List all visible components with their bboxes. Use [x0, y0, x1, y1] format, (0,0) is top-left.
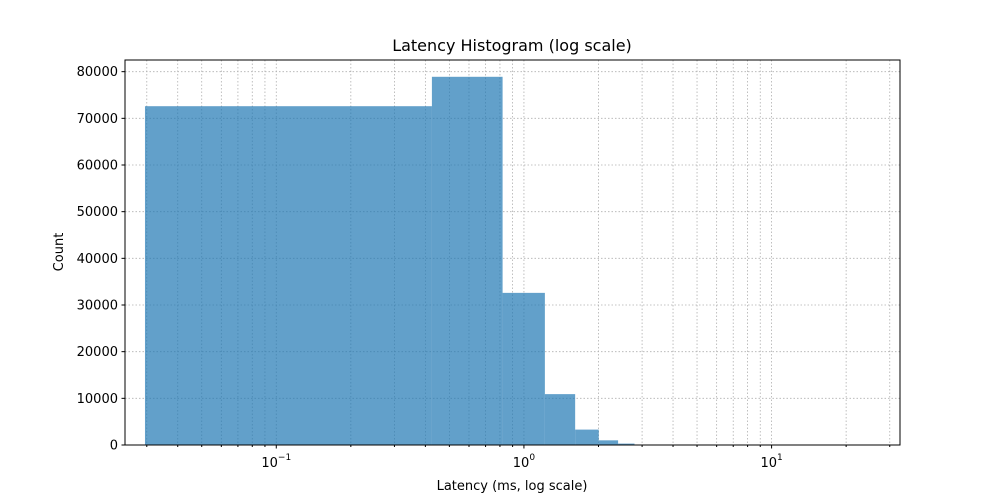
x-tick-exponent: −1: [278, 453, 291, 463]
ticks: 0 10000 20000 30000 40000 50000 60000 70000 8000…: [77, 65, 891, 471]
y-tick-label: 40000: [77, 252, 118, 267]
y-tick-label: 80000: [77, 65, 118, 80]
histogram-bar: [144, 106, 432, 445]
bars: [144, 76, 673, 446]
x-tick-label: 10−1: [261, 453, 291, 471]
x-tick-base: 10: [261, 456, 278, 471]
x-tick-label: 100: [513, 453, 536, 471]
chart-title: Latency Histogram (log scale): [392, 36, 632, 55]
y-tick-label: 60000: [77, 159, 118, 174]
y-tick-label: 70000: [77, 112, 118, 127]
y-tick-label: 20000: [77, 345, 118, 360]
y-tick-label: 10000: [77, 392, 118, 407]
x-tick-base: 10: [760, 456, 777, 471]
x-tick-label: 101: [760, 453, 782, 471]
histogram-bar: [598, 440, 619, 445]
x-tick-base: 10: [513, 456, 530, 471]
y-tick-label: 50000: [77, 205, 118, 220]
x-axis-label: Latency (ms, log scale): [437, 479, 588, 494]
histogram-bar: [502, 292, 545, 445]
x-tick-exponent: 1: [777, 453, 783, 463]
y-tick-label: 30000: [77, 299, 118, 314]
histogram-bar: [618, 443, 635, 445]
histogram-bar: [544, 394, 576, 445]
y-tick-label: 0: [110, 439, 118, 454]
histogram-bar: [575, 429, 599, 445]
y-axis-label: Count: [52, 233, 67, 272]
x-tick-exponent: 0: [529, 453, 535, 463]
histogram-bar: [431, 76, 503, 446]
